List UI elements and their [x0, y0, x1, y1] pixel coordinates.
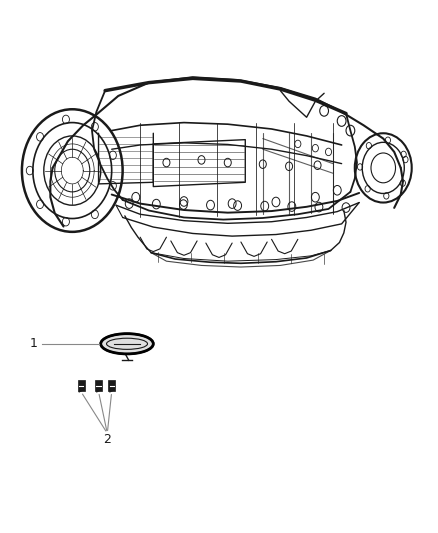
- FancyBboxPatch shape: [108, 380, 115, 391]
- Text: 1: 1: [29, 337, 37, 350]
- FancyBboxPatch shape: [78, 380, 85, 391]
- FancyBboxPatch shape: [95, 380, 102, 391]
- Text: 2: 2: [103, 433, 111, 446]
- Ellipse shape: [101, 334, 153, 354]
